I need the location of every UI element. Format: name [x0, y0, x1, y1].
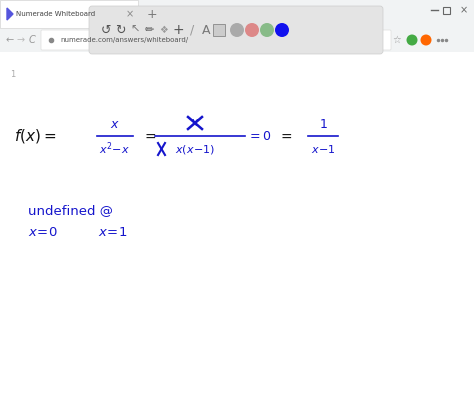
Text: A: A — [202, 23, 210, 36]
Bar — [0, 52, 474, 396]
Text: $x\!=\!1$: $x\!=\!1$ — [98, 227, 128, 240]
Polygon shape — [7, 8, 13, 20]
Text: $f(x)=$: $f(x)=$ — [14, 127, 56, 145]
Text: numerade.com/answers/whiteboard/: numerade.com/answers/whiteboard/ — [60, 37, 188, 43]
Text: ☆: ☆ — [392, 35, 401, 45]
Text: ❖: ❖ — [160, 25, 168, 35]
Circle shape — [245, 23, 259, 37]
Text: ×: × — [460, 5, 468, 15]
Text: +: + — [146, 8, 157, 21]
Bar — [443, 7, 450, 14]
Text: ←: ← — [6, 35, 14, 45]
Text: undefined @: undefined @ — [28, 204, 113, 217]
FancyBboxPatch shape — [41, 30, 391, 50]
FancyBboxPatch shape — [89, 6, 383, 54]
Text: ↺: ↺ — [101, 23, 111, 36]
Text: $x^2\!-\!x$: $x^2\!-\!x$ — [100, 141, 131, 157]
Text: $=0$: $=0$ — [247, 129, 272, 143]
Circle shape — [420, 34, 431, 46]
Text: $=$: $=$ — [278, 129, 293, 143]
Text: $1$: $1$ — [319, 118, 328, 131]
Text: ↖: ↖ — [130, 25, 140, 35]
Text: +: + — [172, 23, 184, 37]
FancyBboxPatch shape — [213, 24, 225, 36]
Text: $=$: $=$ — [142, 129, 157, 143]
Circle shape — [260, 23, 274, 37]
Text: →: → — [17, 35, 25, 45]
Text: /: / — [190, 23, 194, 36]
Bar — [0, 0, 474, 52]
Text: 1: 1 — [10, 70, 16, 79]
FancyBboxPatch shape — [0, 0, 138, 28]
Text: $x\!-\!1$: $x\!-\!1$ — [310, 143, 336, 155]
Text: ↻: ↻ — [115, 23, 125, 36]
Text: Numerade Whiteboard: Numerade Whiteboard — [16, 11, 95, 17]
Text: $x$: $x$ — [110, 118, 120, 131]
Text: $x$: $x$ — [190, 116, 200, 129]
Circle shape — [275, 23, 289, 37]
Circle shape — [230, 23, 244, 37]
Text: $x\!=\!0$: $x\!=\!0$ — [28, 227, 58, 240]
Text: C: C — [28, 35, 36, 45]
Text: ✏: ✏ — [144, 25, 154, 35]
Circle shape — [407, 34, 418, 46]
Text: $x(x\!-\!1)$: $x(x\!-\!1)$ — [175, 143, 215, 156]
Text: ×: × — [126, 9, 134, 19]
